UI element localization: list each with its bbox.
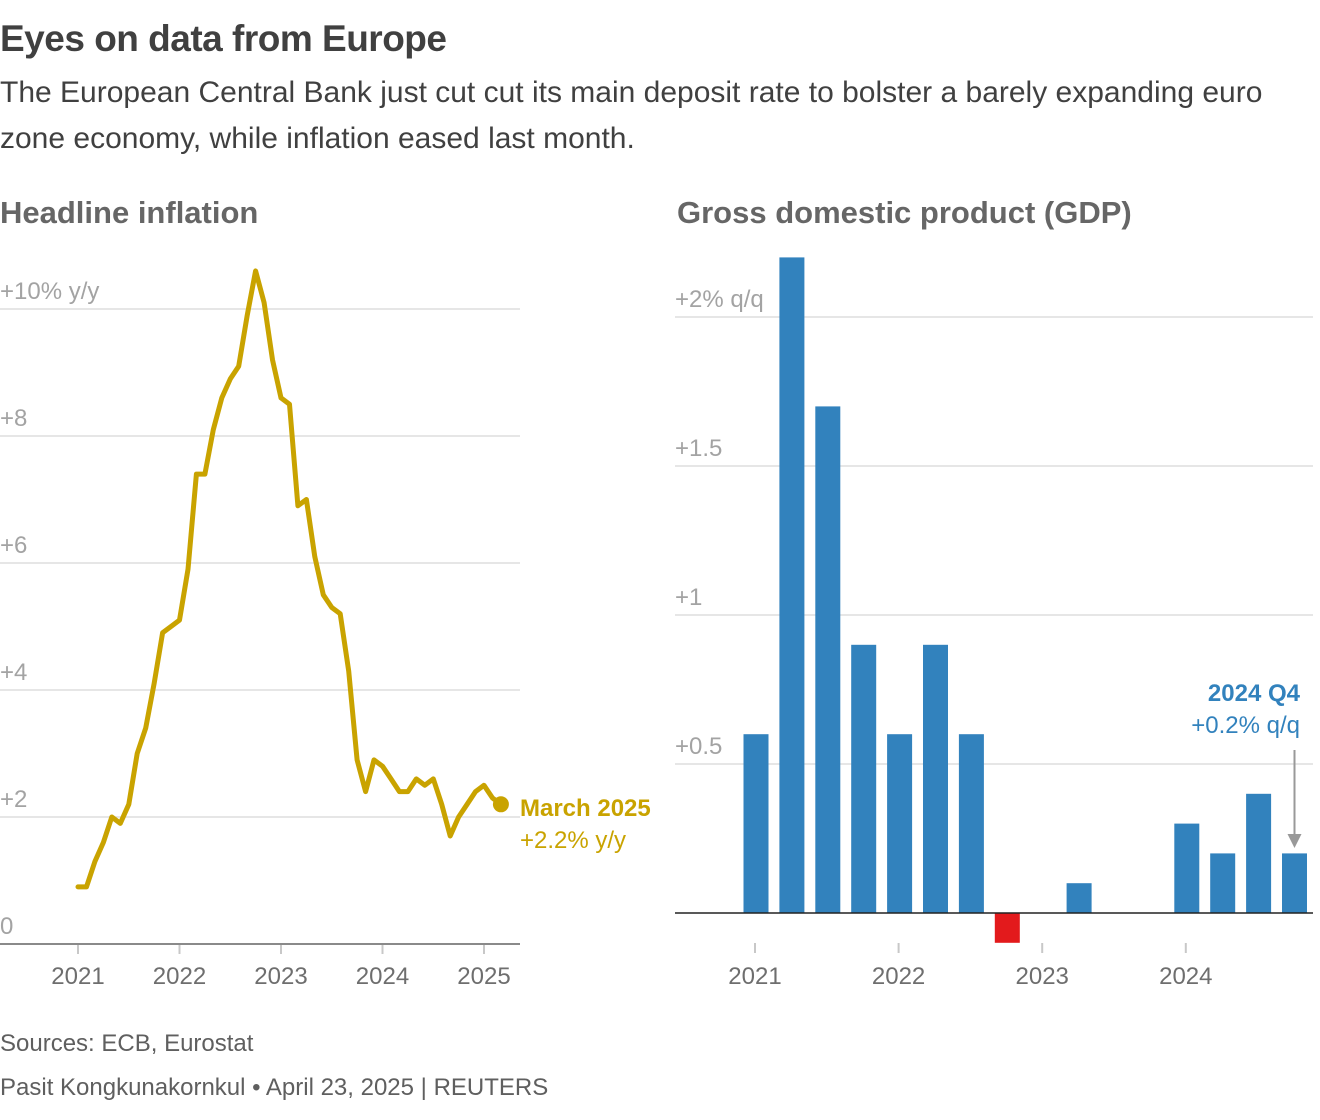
inflation-x-tick-label: 2022 [153, 963, 206, 990]
inflation-line-chart: 0 +2 +4 +6 +8 +10% y/y 2021 2022 2023 2024 2025 Mar… [0, 268, 651, 990]
inflation-y-tick-label: +4 [0, 659, 27, 686]
gdp-x-tick-label: 2023 [1016, 963, 1069, 990]
gdp-annotation-label: 2024 Q4 [1208, 680, 1301, 707]
gdp-chart-title: Gross domestic product (GDP) [677, 195, 1132, 230]
gdp-x-tick-label: 2022 [872, 963, 925, 990]
gdp-x-tick-label: 2024 [1159, 963, 1212, 990]
gdp-bar [1246, 793, 1272, 913]
gdp-bar [743, 734, 769, 913]
gdp-bar [958, 734, 984, 913]
gdp-bar [815, 406, 841, 913]
chart-subtitle: The European Central Bank just cut cut i… [0, 76, 1263, 155]
inflation-y-tick-label: +8 [0, 405, 27, 432]
gdp-y-tick-label: +2% q/q [675, 286, 764, 313]
chart-title: Eyes on data from Europe [0, 18, 447, 59]
inflation-annotation-label: March 2025 [520, 795, 651, 822]
gdp-annotation-value: +0.2% q/q [1191, 712, 1300, 739]
inflation-y-tick-label: +2 [0, 786, 27, 813]
gdp-x-tick-label: 2021 [728, 963, 781, 990]
inflation-series-line [75, 268, 504, 890]
annotation-arrow-head-icon [1287, 834, 1302, 848]
inflation-y-tick-label: +10% y/y [0, 278, 99, 305]
inflation-annotation-value: +2.2% y/y [520, 827, 626, 854]
inflation-x-tick-label: 2024 [356, 963, 409, 990]
inflation-chart-title: Headline inflation [0, 195, 259, 230]
gdp-bar [994, 913, 1020, 943]
inflation-y-tick-label: +6 [0, 532, 27, 559]
gdp-y-tick-label: +1.5 [675, 435, 722, 462]
inflation-last-point-marker [492, 796, 509, 813]
gdp-bar [1210, 853, 1236, 913]
gdp-bar [923, 644, 948, 913]
inflation-y-tick-label: 0 [0, 913, 13, 940]
inflation-x-tick-label: 2023 [254, 963, 307, 990]
gdp-y-tick-label: +0.5 [675, 733, 722, 760]
sources-note: Sources: ECB, Eurostat [0, 1030, 254, 1057]
gdp-bar [887, 734, 913, 913]
gdp-bar [1066, 883, 1092, 913]
inflation-x-tick-label: 2021 [51, 963, 104, 990]
gdp-bar [1174, 823, 1200, 913]
gdp-y-tick-label: +1 [675, 584, 702, 611]
gdp-bar [779, 257, 805, 913]
inflation-x-tick-label: 2025 [457, 963, 510, 990]
gdp-bar [851, 644, 877, 913]
gdp-bar [1282, 853, 1307, 913]
gdp-bar-chart: +0.5 +1 +1.5 +2% q/q 2021 2022 2023 2024 2024 Q4… [675, 257, 1313, 990]
credit-line: Pasit Kongkunakornkul • April 23, 2025 |… [0, 1074, 549, 1101]
